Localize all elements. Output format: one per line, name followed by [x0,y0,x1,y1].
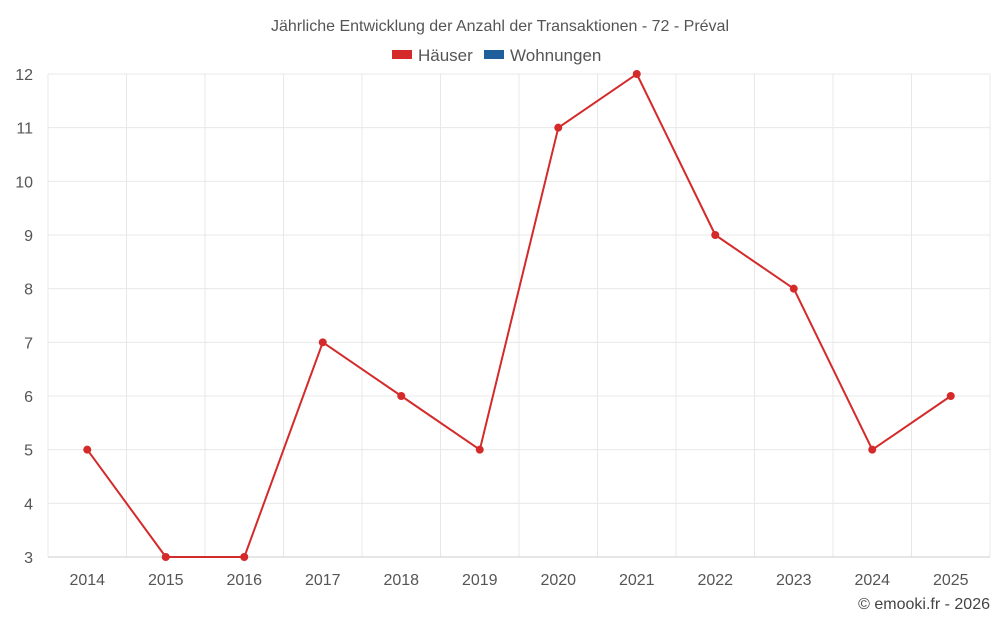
x-tick-label: 2018 [383,572,419,589]
data-point[interactable] [83,445,92,454]
legend: Häuser Wohnungen [392,46,601,65]
chart-title: Jährliche Entwicklung der Anzahl der Tra… [271,18,729,35]
legend-label-wohnungen[interactable]: Wohnungen [510,46,601,65]
axes: 3 4 5 6 7 8 9 10 11 12 2014 2015 2016 2017 2018 2019 202… [15,67,990,589]
y-tick-label: 7 [24,335,33,352]
x-tick-label: 2017 [305,572,341,589]
data-point[interactable] [632,70,641,78]
x-tick-label: 2019 [462,572,498,589]
data-point[interactable] [554,123,563,132]
grid [47,73,991,558]
data-point[interactable] [161,553,170,561]
x-tick-label: 2016 [226,572,262,589]
data-point[interactable] [318,338,327,347]
credit-text: © emooki.fr - 2026 [858,596,990,613]
x-tick-label: 2024 [854,572,890,589]
y-tick-label: 9 [24,228,33,245]
data-point[interactable] [946,392,955,400]
x-tick-label: 2022 [697,572,733,589]
data-point[interactable] [475,445,484,454]
legend-swatch-wohnungen[interactable] [484,50,504,59]
x-tick-label: 2014 [69,572,105,589]
legend-swatch-haeuser[interactable] [392,50,412,59]
data-point[interactable] [868,445,877,454]
x-tick-label: 2021 [619,572,655,589]
data-point[interactable] [711,231,720,239]
x-tick-label: 2020 [540,572,576,589]
y-tick-label: 6 [24,389,33,406]
data-point[interactable] [397,392,406,400]
y-tick-label: 4 [24,496,33,513]
y-tick-label: 12 [15,67,33,84]
y-tick-label: 5 [24,443,33,460]
y-tick-label: 3 [24,550,33,567]
x-tick-label: 2025 [933,572,969,589]
series-line-haeuser [86,73,952,558]
y-tick-label: 11 [16,121,33,138]
legend-label-haeuser[interactable]: Häuser [418,46,473,65]
series-layer [83,70,955,561]
x-tick-label: 2023 [776,572,812,589]
y-tick-label: 8 [24,282,33,299]
x-tick-label: 2015 [148,572,184,589]
data-point[interactable] [240,553,249,561]
data-point[interactable] [789,284,798,293]
y-tick-label: 10 [15,174,33,191]
